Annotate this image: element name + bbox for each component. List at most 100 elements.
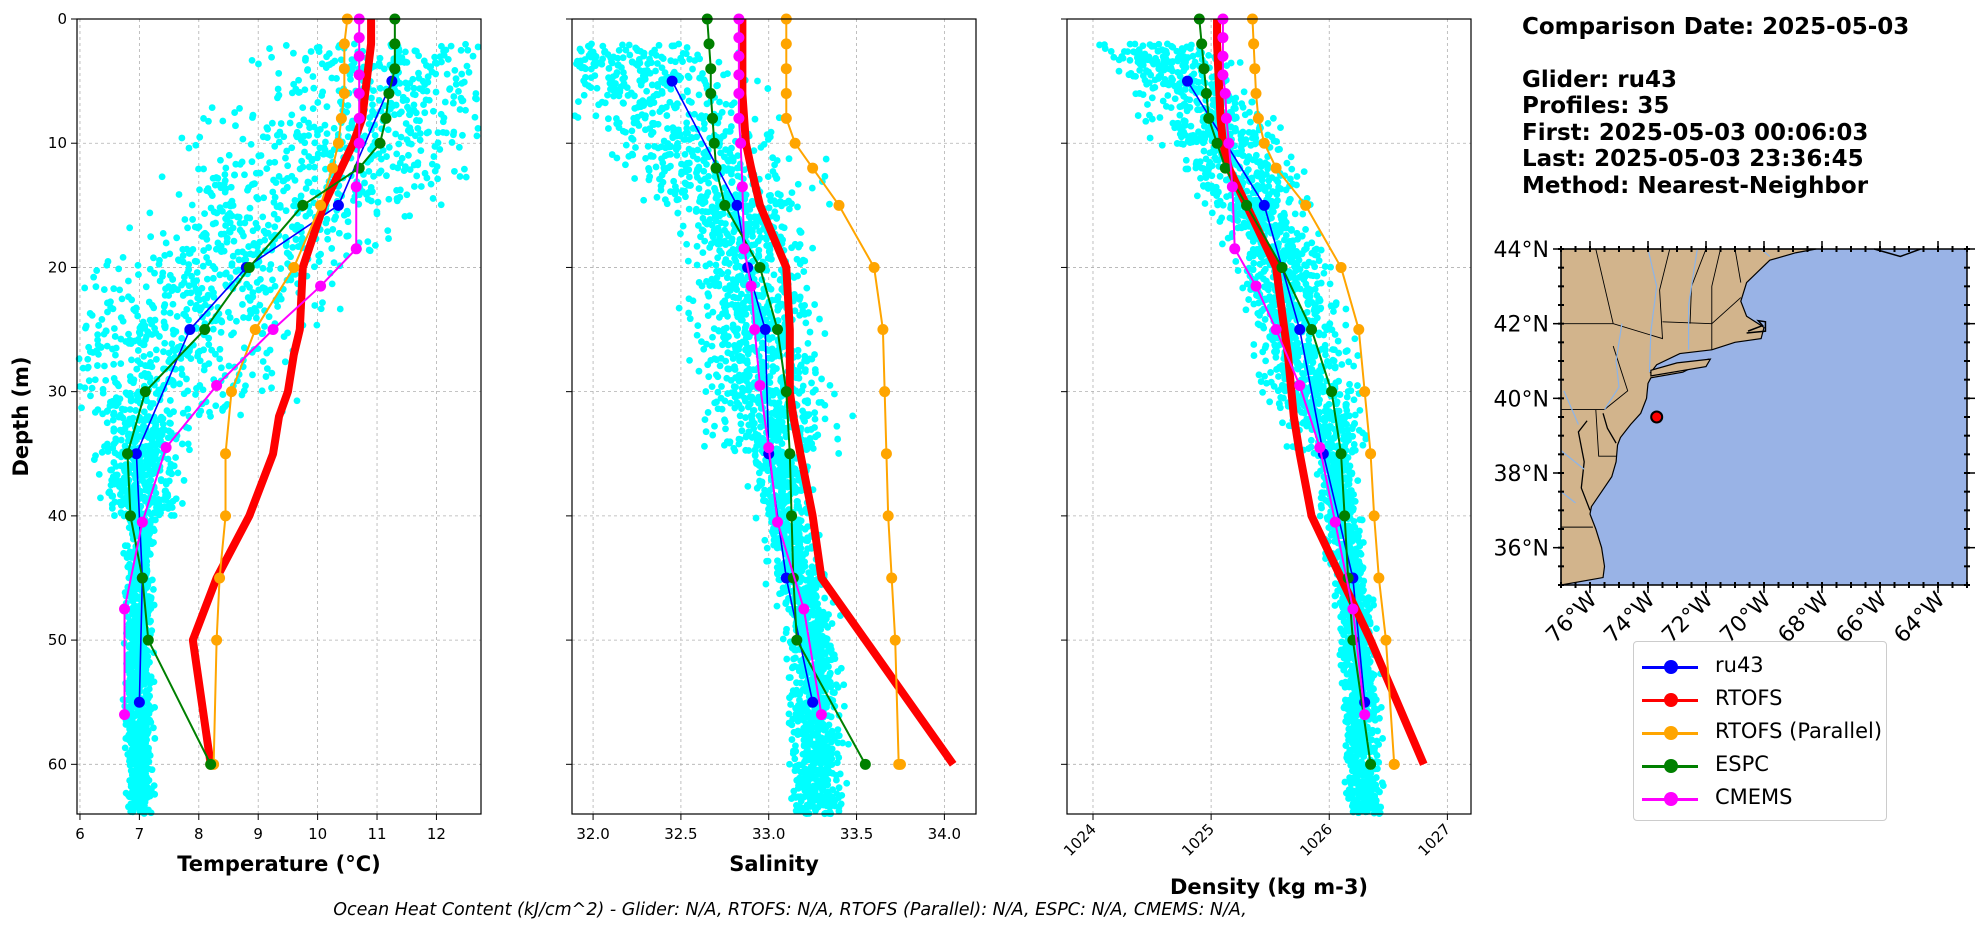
observation-point: [158, 426, 166, 434]
observation-point: [755, 412, 763, 420]
observation-point: [715, 313, 723, 321]
observation-point: [712, 261, 720, 269]
observation-point: [704, 361, 712, 369]
series-point: [214, 572, 226, 584]
observation-point: [239, 248, 246, 256]
observation-point: [810, 637, 818, 645]
observation-point: [645, 164, 652, 172]
observation-point: [128, 683, 136, 690]
observation-point: [405, 151, 412, 159]
observation-point: [201, 301, 209, 309]
observation-point: [619, 41, 626, 49]
observation-point: [123, 666, 131, 674]
observation-point: [231, 109, 239, 116]
observation-point: [277, 265, 285, 272]
observation-point: [134, 357, 142, 365]
observation-point: [174, 469, 182, 477]
observation-point: [689, 65, 696, 73]
observation-point: [659, 55, 667, 62]
observation-point: [173, 234, 181, 242]
observation-point: [139, 769, 146, 776]
observation-point: [709, 431, 717, 439]
observation-point: [270, 210, 278, 218]
observation-point: [200, 115, 207, 122]
observation-point: [300, 116, 308, 124]
observation-point: [473, 95, 480, 103]
series-point: [267, 324, 279, 336]
observation-point: [720, 132, 728, 140]
observation-point: [313, 321, 321, 329]
observation-point: [274, 94, 281, 102]
observation-point: [159, 230, 167, 237]
observation-point: [179, 252, 187, 260]
observation-point: [135, 682, 143, 690]
observation-point: [151, 316, 159, 324]
observation-point: [366, 114, 374, 121]
observation-point: [404, 85, 411, 92]
observation-point: [130, 719, 137, 727]
observation-point: [834, 435, 842, 443]
observation-point: [133, 744, 141, 752]
observation-point: [196, 186, 203, 194]
observation-point: [763, 544, 771, 552]
observation-point: [314, 99, 322, 106]
observation-point: [282, 154, 289, 162]
observation-point: [299, 163, 307, 171]
observation-point: [147, 358, 154, 366]
observation-point: [238, 158, 246, 166]
observation-point: [168, 340, 176, 348]
observation-point: [255, 152, 263, 160]
observation-point: [714, 388, 722, 396]
observation-point: [195, 165, 202, 173]
observation-point: [205, 259, 213, 266]
observation-point: [325, 50, 333, 57]
observation-point: [401, 58, 408, 66]
observation-point: [315, 258, 323, 265]
observation-point: [311, 163, 318, 171]
series-rtofs: [188, 19, 376, 765]
observation-point: [90, 273, 98, 281]
observation-point: [248, 56, 256, 64]
observation-point: [698, 208, 706, 215]
observation-point: [613, 154, 621, 162]
observation-point: [298, 157, 306, 165]
observation-point: [94, 331, 102, 339]
observation-point: [180, 477, 188, 484]
observation-point: [268, 369, 276, 377]
observation-point: [315, 252, 323, 260]
series-point: [136, 516, 148, 528]
observation-point: [336, 305, 344, 313]
series-point: [332, 137, 344, 149]
observation-point: [712, 371, 720, 379]
observation-point: [207, 189, 214, 197]
observation-point: [140, 743, 148, 751]
observation-point: [139, 422, 147, 430]
series-point: [211, 634, 223, 646]
observation-point: [344, 209, 351, 217]
observation-point: [808, 563, 816, 571]
observation-point: [459, 131, 466, 139]
observation-point: [794, 203, 801, 211]
observation-point: [821, 594, 829, 602]
observation-point: [809, 445, 817, 452]
series-point: [353, 32, 365, 44]
observation-point: [291, 196, 299, 204]
observation-point: [277, 120, 285, 127]
observation-point: [606, 79, 614, 87]
observation-point: [794, 180, 802, 188]
x-tick-label: 9: [253, 825, 263, 843]
observation-point: [711, 187, 719, 195]
observation-point: [692, 205, 700, 213]
observation-point: [762, 393, 770, 401]
observation-point: [275, 138, 283, 146]
x-axis-label: Temperature (°C): [177, 852, 380, 876]
observation-point: [269, 188, 277, 196]
observation-point: [803, 777, 810, 784]
observation-point: [178, 440, 186, 448]
series-point: [353, 69, 365, 81]
observation-point: [194, 352, 201, 360]
observation-point: [259, 284, 267, 292]
observation-point: [168, 470, 176, 478]
observation-point: [785, 719, 793, 727]
observation-point: [185, 282, 193, 290]
